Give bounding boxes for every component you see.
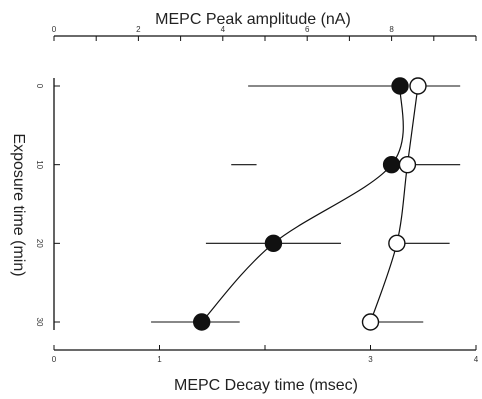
bottom-axis-tick-label: 0 <box>52 355 57 364</box>
y-axis-tick-label: 30 <box>35 318 44 327</box>
axes: 0 2 4 6 8 0 1 3 4 0 10 20 30 <box>35 25 479 364</box>
fit-curve <box>201 85 404 323</box>
top-axis-tick-label: 6 <box>305 25 310 34</box>
top-axis-title: MEPC Peak amplitude (nA) <box>155 11 351 28</box>
fit-curves <box>201 85 419 323</box>
top-axis-tick-label: 0 <box>52 25 57 34</box>
top-axis-tick-label: 2 <box>136 25 141 34</box>
bottom-axis-tick-label: 3 <box>368 355 373 364</box>
open-point <box>361 313 380 331</box>
filled-point <box>391 77 409 95</box>
filled-point <box>382 155 401 174</box>
open-point <box>409 77 427 95</box>
bottom-axis-tick-label: 4 <box>474 355 479 364</box>
fit-curve <box>369 85 419 323</box>
open-point <box>388 234 406 253</box>
filled-point <box>264 234 283 253</box>
top-axis-tick-label: 4 <box>221 25 226 34</box>
y-axis-title: Exposure time (min) <box>10 133 27 276</box>
y-axis-tick-label: 0 <box>35 84 44 89</box>
bottom-axis-tick-label: 1 <box>157 355 162 364</box>
top-axis-tick-label: 8 <box>389 25 394 34</box>
bottom-axis-title: MEPC Decay time (msec) <box>174 377 358 394</box>
y-axis-tick-label: 10 <box>35 160 44 169</box>
data-points <box>192 77 427 331</box>
filled-point <box>192 313 211 331</box>
y-axis-tick-label: 20 <box>35 239 44 248</box>
open-point <box>398 155 417 174</box>
